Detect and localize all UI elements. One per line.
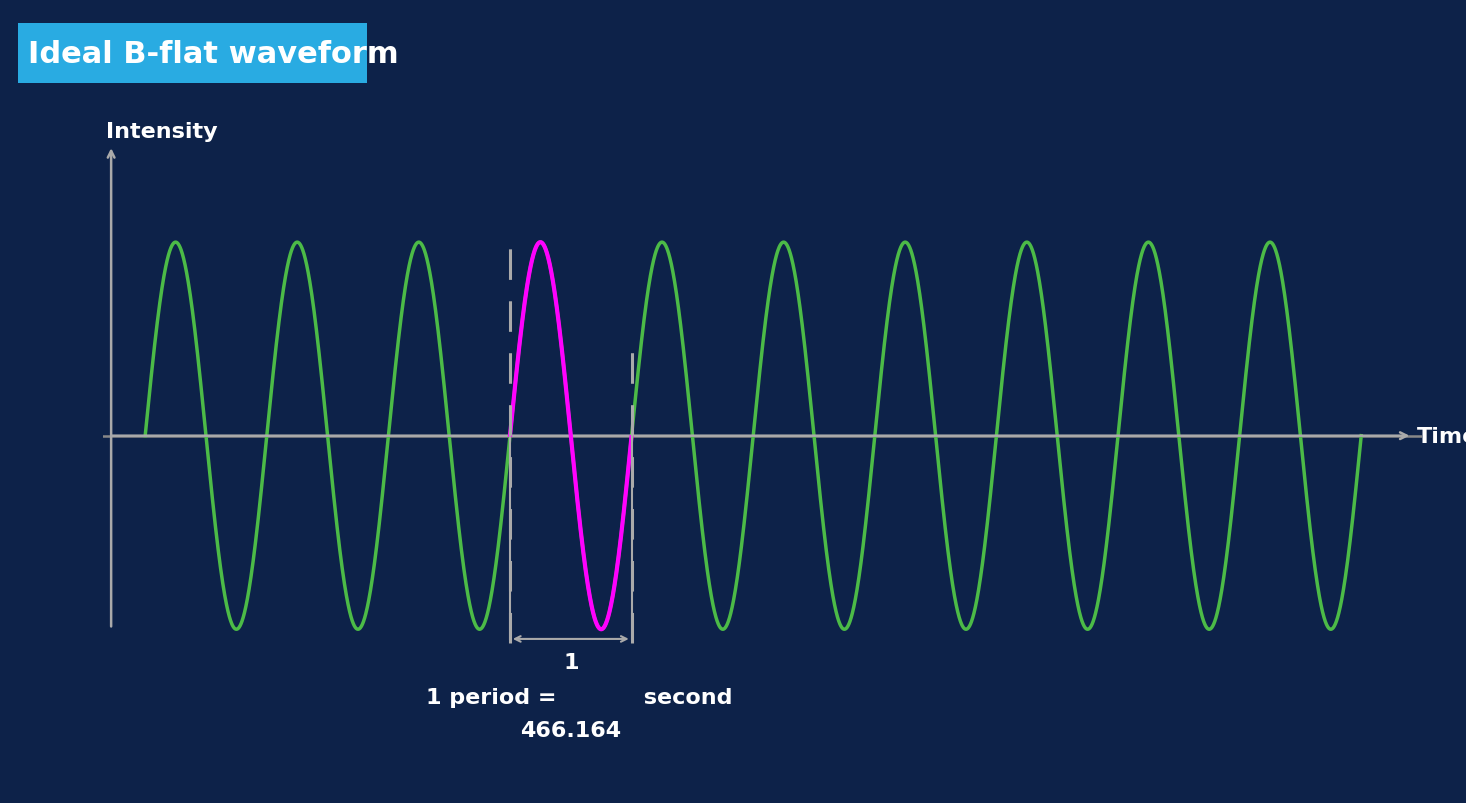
Text: 1: 1	[563, 652, 579, 672]
Text: 1 period =: 1 period =	[427, 687, 564, 707]
Text: Time: Time	[1418, 426, 1466, 446]
Text: 466.164: 466.164	[520, 720, 622, 740]
Text: Ideal B-flat waveform: Ideal B-flat waveform	[28, 39, 399, 69]
Text: second: second	[636, 687, 733, 707]
Text: Intensity: Intensity	[106, 122, 218, 142]
